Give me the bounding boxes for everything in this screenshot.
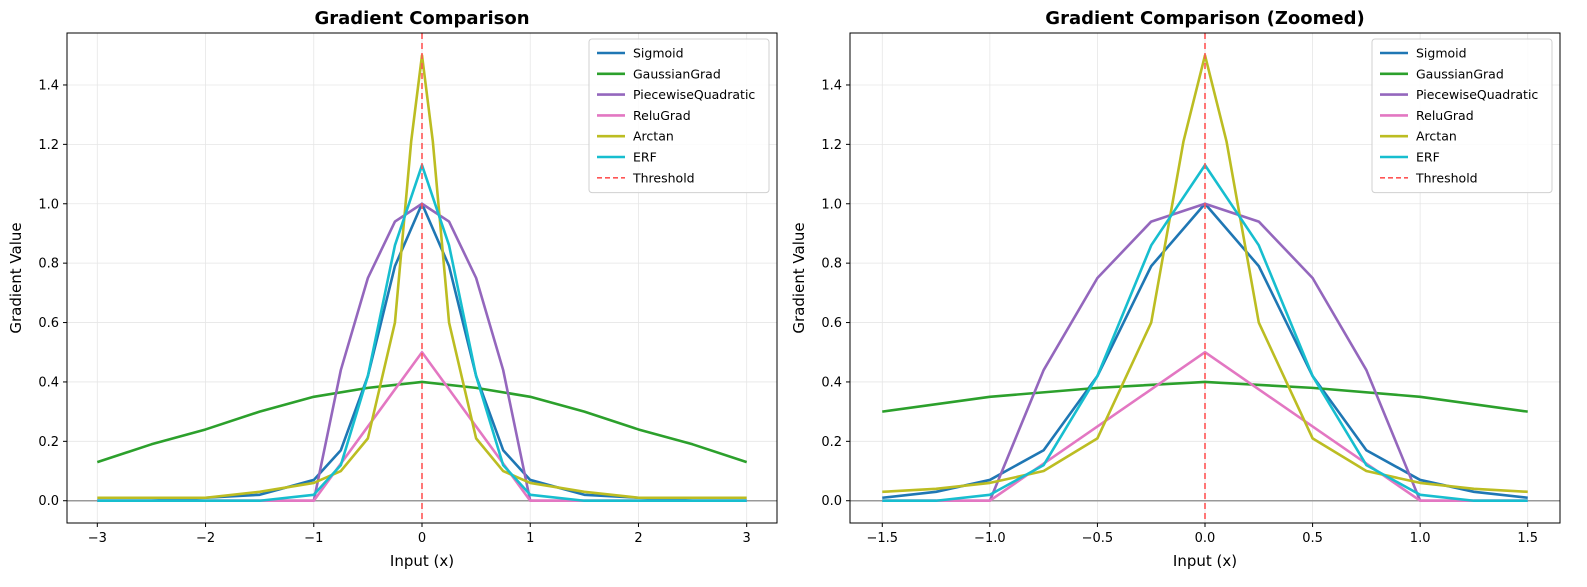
legend-label-piecewisequadratic: PiecewiseQuadratic [1416, 87, 1538, 102]
legend: Sigmoid GaussianGrad PiecewiseQuadratic Rel… [1371, 38, 1553, 194]
x-tick-label: 3 [743, 531, 751, 546]
x-tick-label: 0.0 [1195, 531, 1216, 546]
x-tick-label: 1.0 [1410, 531, 1431, 546]
legend-label-erf: ERF [1416, 150, 1440, 165]
y-tick-label: 0.0 [821, 494, 842, 509]
legend-label-threshold: Threshold [1415, 170, 1478, 185]
legend-label-sigmoid: Sigmoid [633, 46, 684, 61]
y-tick-label: 0.2 [821, 435, 842, 450]
legend-label-erf: ERF [633, 150, 657, 165]
y-tick-label: 0.4 [821, 375, 842, 390]
y-tick-label: 1.0 [821, 197, 842, 212]
x-tick-label: −1 [304, 531, 323, 546]
chart-gradient-comparison-zoomed: −1.5 −1.0 −0.5 0.0 0.5 1.0 1.5 0.0 0.2 0.4 0.6 0.8 1… [790, 8, 1561, 570]
y-tick-label: 0.2 [38, 435, 59, 450]
y-tick-label: 0.0 [38, 494, 59, 509]
legend-box [1371, 38, 1553, 194]
y-tick-label: 0.4 [38, 375, 59, 390]
series-line-gaussiangrad [882, 380, 1528, 413]
legend-label-relugrad: ReluGrad [1416, 108, 1474, 123]
legend-label-gaussiangrad: GaussianGrad [1416, 66, 1504, 81]
series-line-gaussiangrad [96, 380, 748, 464]
legend-label-arctan: Arctan [633, 129, 674, 144]
y-tick-label: 1.4 [821, 78, 842, 93]
x-tick-label: 1 [526, 531, 534, 546]
x-tick-label: 0 [418, 531, 426, 546]
y-axis-label: Gradient Value [7, 222, 25, 333]
x-tick-label: −3 [88, 531, 107, 546]
x-tick-label: 1.5 [1517, 531, 1538, 546]
x-axis-label: Input (x) [390, 552, 454, 570]
x-tick-label: 2 [634, 531, 642, 546]
chart-gradient-comparison: −3 −2 −1 0 1 2 3 0.0 0.2 0.4 0.6 0.8 1.0 1.2 1.4 Gradie… [7, 8, 778, 570]
chart-title: Gradient Comparison [314, 8, 529, 29]
legend-label-sigmoid: Sigmoid [1416, 46, 1467, 61]
x-axis-label: Input (x) [1173, 552, 1237, 570]
x-tick-label: −0.5 [1082, 531, 1114, 546]
legend-box [588, 38, 770, 194]
legend: Sigmoid GaussianGrad PiecewiseQuadratic Rel… [588, 38, 770, 194]
y-axis-label: Gradient Value [790, 222, 808, 333]
y-tick-label: 1.2 [38, 138, 59, 153]
y-tick-label: 0.6 [821, 316, 842, 331]
y-tick-label: 0.8 [38, 257, 59, 272]
legend-label-gaussiangrad: GaussianGrad [633, 66, 721, 81]
x-tick-label: 0.5 [1302, 531, 1323, 546]
legend-label-relugrad: ReluGrad [633, 108, 691, 123]
y-tick-label: 0.8 [821, 257, 842, 272]
x-tick-label: −2 [196, 531, 215, 546]
x-tick-label: −1.0 [974, 531, 1006, 546]
legend-label-threshold: Threshold [632, 170, 695, 185]
y-tick-label: 1.0 [38, 197, 59, 212]
chart-title: Gradient Comparison (Zoomed) [1045, 8, 1364, 29]
y-tick-label: 0.6 [38, 316, 59, 331]
legend-label-piecewisequadratic: PiecewiseQuadratic [633, 87, 755, 102]
legend-label-arctan: Arctan [1416, 129, 1457, 144]
series-line-relugrad [882, 350, 1528, 503]
y-tick-label: 1.4 [38, 78, 59, 93]
y-tick-label: 1.2 [821, 138, 842, 153]
x-tick-label: −1.5 [866, 531, 898, 546]
